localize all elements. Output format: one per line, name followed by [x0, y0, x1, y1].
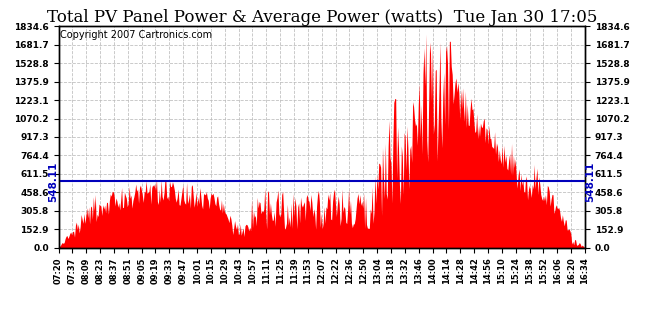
Text: 548.11: 548.11: [48, 161, 58, 202]
Text: 548.11: 548.11: [586, 161, 595, 202]
Title: Total PV Panel Power & Average Power (watts)  Tue Jan 30 17:05: Total PV Panel Power & Average Power (wa…: [47, 9, 597, 26]
Text: Copyright 2007 Cartronics.com: Copyright 2007 Cartronics.com: [60, 30, 212, 40]
